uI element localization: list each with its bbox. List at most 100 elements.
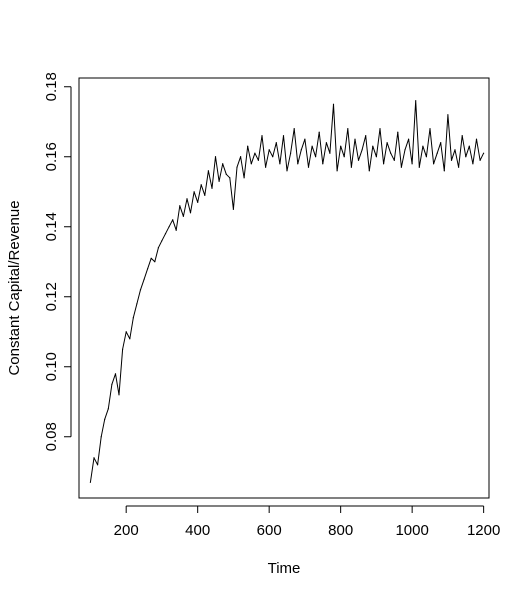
data-point: [172, 219, 174, 221]
data-point: [240, 156, 242, 158]
data-point: [207, 170, 209, 172]
x-tick-label: 1000: [395, 522, 428, 539]
data-point: [400, 166, 402, 168]
data-point: [132, 317, 134, 319]
data-point: [286, 170, 288, 172]
data-point: [304, 138, 306, 140]
y-tick-label: 0.12: [43, 282, 60, 311]
data-point: [168, 226, 170, 228]
data-point: [164, 233, 167, 235]
data-point: [475, 138, 478, 140]
data-point: [232, 208, 234, 210]
x-axis: 200 400 600 800 1000 1200: [114, 505, 500, 539]
data-point: [372, 145, 374, 147]
data-point: [229, 177, 231, 179]
data-point: [404, 149, 406, 151]
data-point: [122, 348, 124, 350]
data-point: [397, 131, 399, 133]
data-point: [282, 135, 285, 137]
data-point: [257, 159, 259, 161]
data-point: [97, 464, 99, 466]
data-point: [129, 338, 131, 340]
data-point: [186, 198, 188, 200]
data-point: [318, 131, 320, 133]
data-point: [315, 156, 317, 158]
data-point: [250, 163, 252, 165]
data-point: [236, 166, 238, 168]
data-point: [279, 163, 281, 165]
data-point: [383, 163, 385, 165]
data-point: [354, 138, 356, 140]
data-point: [386, 142, 388, 144]
data-point: [114, 373, 117, 375]
y-tick-label: 0.10: [43, 352, 60, 381]
data-point: [443, 170, 445, 172]
data-point: [297, 163, 299, 165]
data-point: [197, 201, 199, 203]
data-point: [293, 128, 295, 130]
data-point: [454, 149, 456, 151]
y-tick-label: 0.18: [43, 72, 60, 101]
data-point: [343, 156, 345, 158]
data-point: [214, 156, 217, 158]
data-point: [483, 152, 485, 154]
data-point: [322, 163, 324, 165]
data-point: [157, 247, 159, 249]
data-point: [329, 152, 331, 154]
data-point: [225, 173, 227, 175]
data-point: [93, 457, 95, 459]
data-point: [222, 163, 224, 165]
data-point: [458, 166, 460, 168]
data-point: [472, 163, 474, 165]
plot-area: [89, 100, 485, 483]
data-point: [107, 408, 109, 410]
x-tick-label: 600: [257, 522, 282, 539]
data-point: [272, 156, 274, 158]
data-point: [247, 145, 249, 147]
plot-frame: [78, 77, 490, 499]
x-tick-label: 400: [185, 522, 210, 539]
data-point: [300, 149, 302, 151]
data-point: [143, 278, 145, 280]
y-tick-label: 0.14: [43, 212, 60, 241]
x-tick-label: 800: [328, 522, 353, 539]
data-point: [268, 149, 270, 151]
data-point: [461, 135, 463, 137]
data-point: [361, 149, 363, 151]
data-point: [393, 159, 395, 161]
data-point: [100, 436, 102, 438]
data-point: [182, 215, 184, 217]
data-point: [150, 257, 152, 259]
data-point: [136, 303, 138, 305]
data-point: [307, 166, 310, 168]
data-point: [204, 194, 206, 196]
data-point: [450, 159, 453, 161]
data-point: [379, 128, 381, 130]
data-point: [311, 145, 313, 147]
data-point: [436, 152, 438, 154]
data-point: [265, 166, 267, 168]
data-point: [325, 142, 327, 144]
x-tick-label: 1200: [467, 522, 500, 539]
data-point: [479, 159, 481, 161]
data-point: [368, 170, 370, 172]
data-point: [447, 114, 449, 116]
data-point: [139, 289, 142, 291]
data-point: [390, 152, 392, 154]
data-point: [104, 418, 106, 420]
data-point: [375, 156, 377, 158]
data-point: [275, 142, 277, 144]
data-point: [189, 212, 192, 214]
y-axis: 0.08 0.10 0.12 0.14 0.16 0.18: [43, 72, 72, 451]
data-point: [340, 145, 342, 147]
data-point: [440, 142, 442, 144]
data-point: [89, 481, 91, 483]
data-point: [433, 163, 435, 165]
data-point: [111, 383, 113, 385]
data-point: [261, 135, 263, 137]
data-point: [468, 145, 470, 147]
data-point: [193, 191, 195, 193]
data-point: [336, 170, 338, 172]
data-point: [365, 135, 367, 137]
